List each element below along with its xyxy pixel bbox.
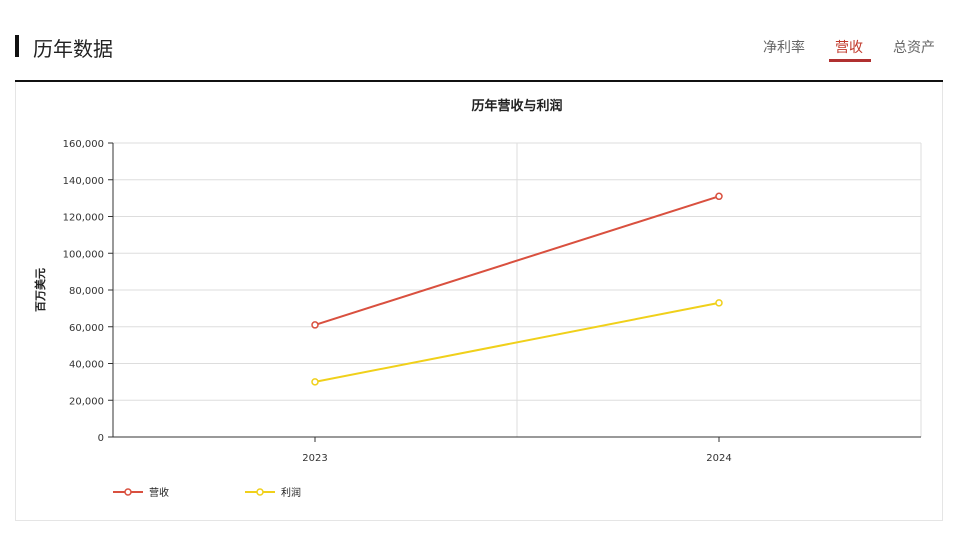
y-tick-label: 40,000 xyxy=(69,360,104,371)
header-divider xyxy=(15,80,943,82)
chart-title: 历年营收与利润 xyxy=(471,98,562,114)
data-point xyxy=(311,321,319,329)
y-tick-label: 0 xyxy=(98,433,104,444)
data-point xyxy=(715,192,723,201)
active-tab-indicator xyxy=(829,59,871,62)
series-line-1 xyxy=(314,301,720,383)
chart-panel xyxy=(15,82,943,521)
series-line-0 xyxy=(314,195,720,326)
section-title: 历年数据 xyxy=(33,37,113,61)
data-point xyxy=(311,378,319,386)
y-tick-label: 80,000 xyxy=(69,286,104,297)
y-tick-label: 120,000 xyxy=(63,213,104,224)
y-axis-label: 百万美元 xyxy=(33,268,47,312)
y-tick-label: 20,000 xyxy=(69,396,104,407)
legend-label[interactable]: 营收 xyxy=(149,486,169,499)
x-tick-label: 2024 xyxy=(706,453,731,464)
tab-net-margin[interactable]: 净利率 xyxy=(763,40,805,56)
x-tick-label: 2023 xyxy=(302,453,327,464)
y-tick-label: 100,000 xyxy=(63,249,104,260)
tab-total-assets[interactable]: 总资产 xyxy=(893,40,935,56)
data-point xyxy=(715,299,723,307)
legend-marker xyxy=(256,488,264,496)
y-tick-label: 60,000 xyxy=(69,323,104,334)
legend-marker xyxy=(124,488,132,496)
tab-revenue[interactable]: 营收 xyxy=(835,40,863,56)
legend-label[interactable]: 利润 xyxy=(281,486,301,499)
y-tick-label: 160,000 xyxy=(63,139,104,150)
y-tick-label: 140,000 xyxy=(63,176,104,187)
title-accent-bar xyxy=(15,35,19,57)
